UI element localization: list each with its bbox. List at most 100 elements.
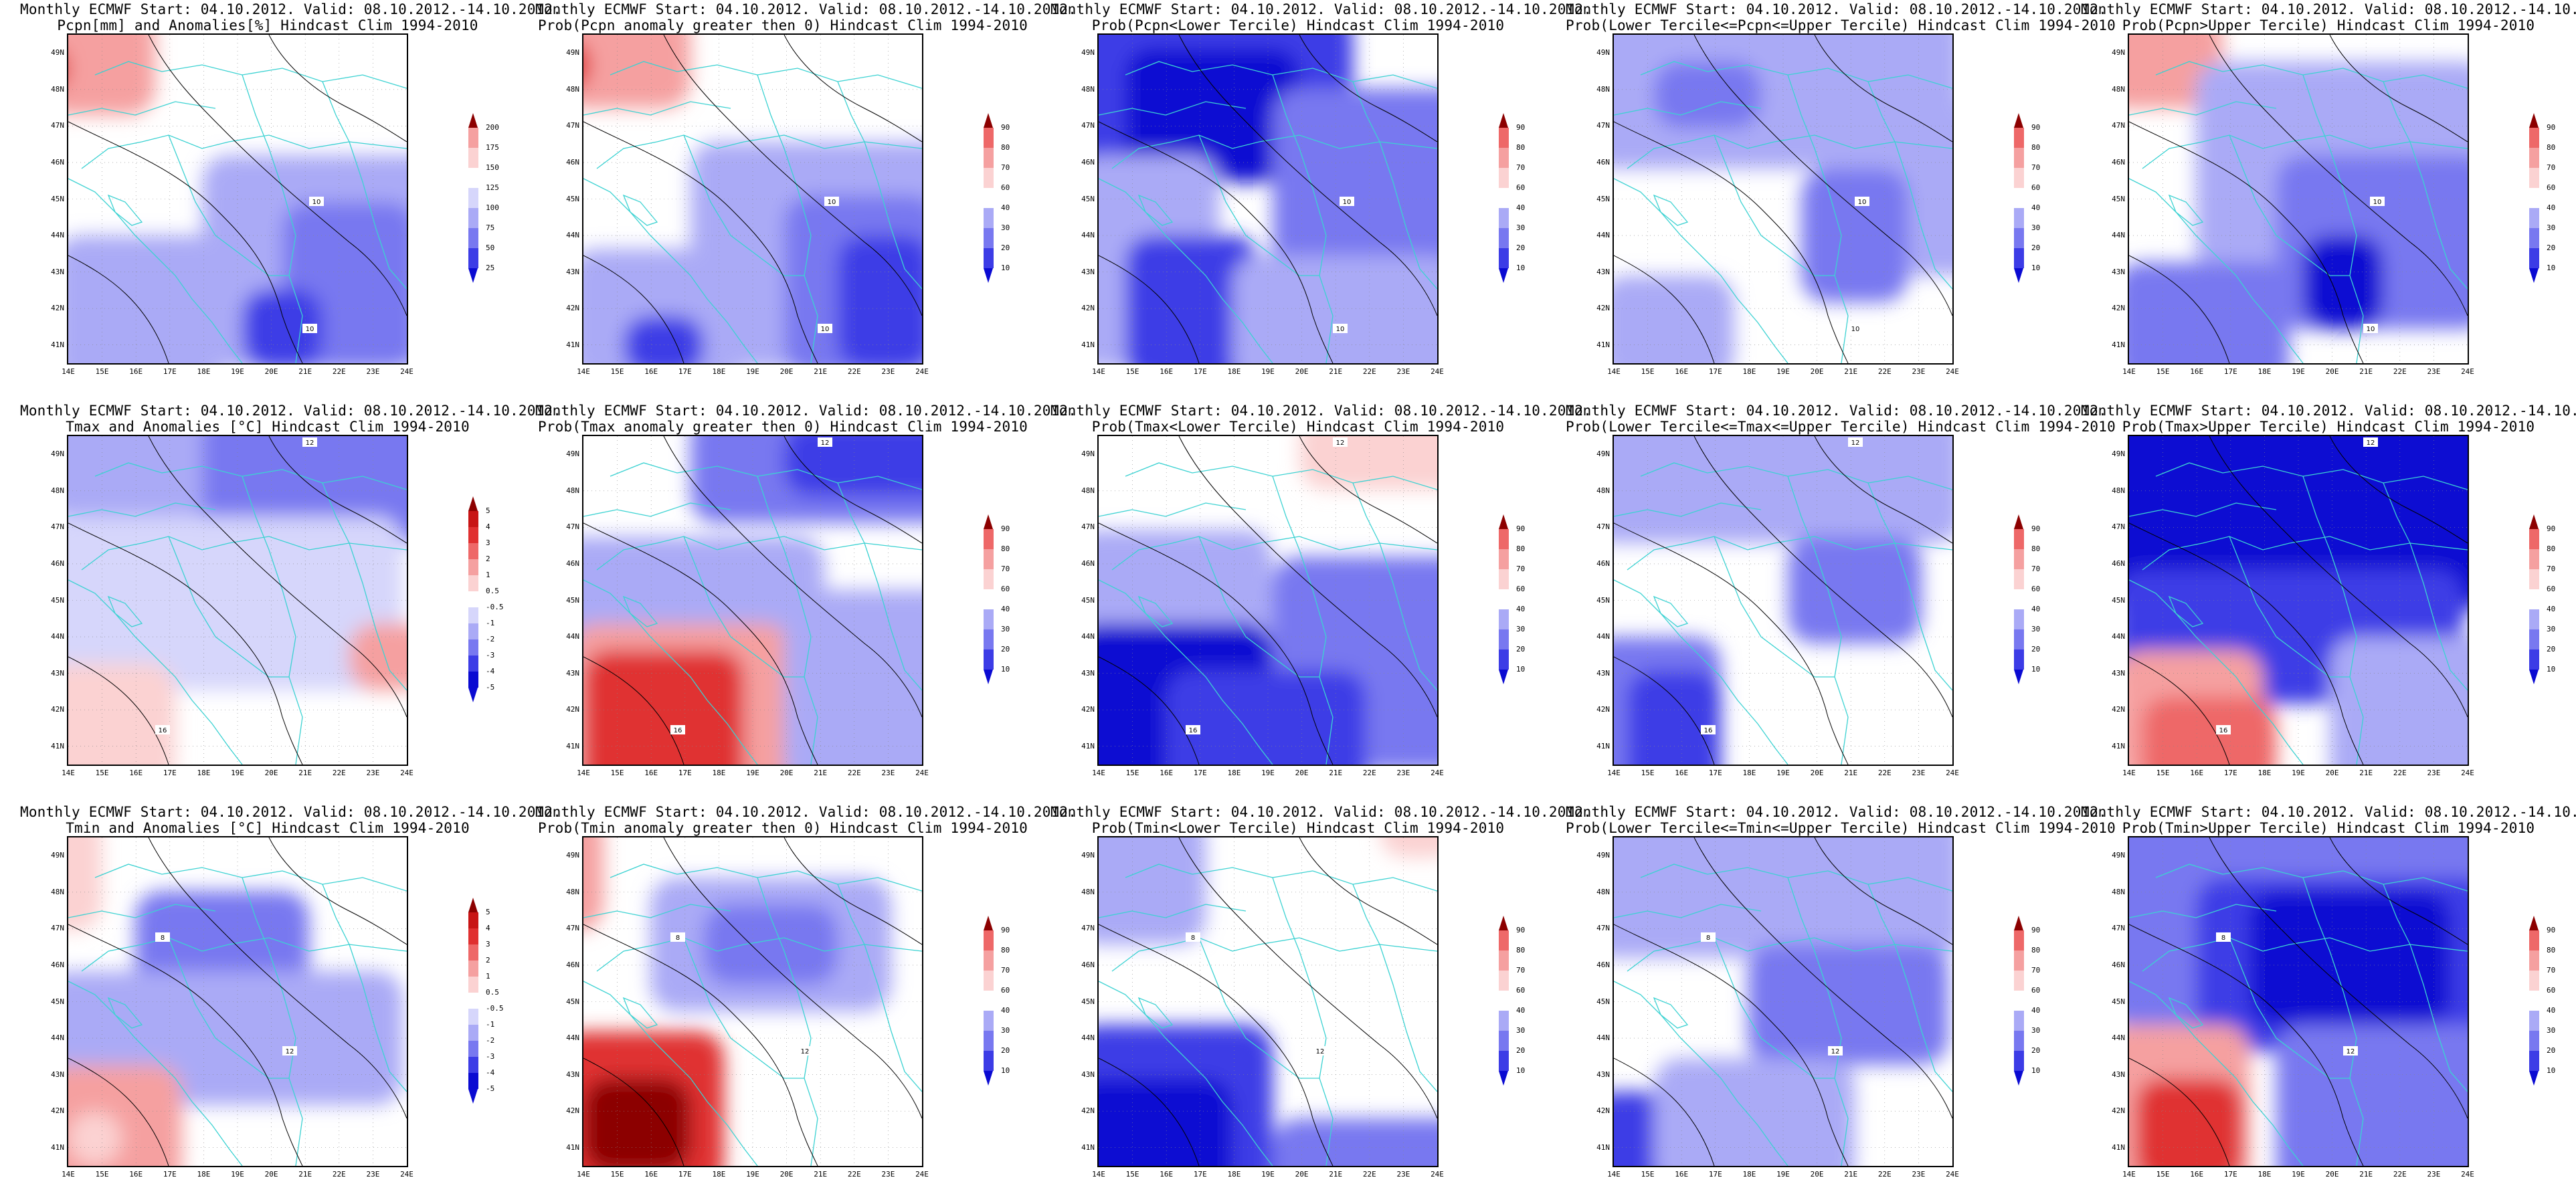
panel-title: Monthly ECMWF Start: 04.10.2012. Valid: …: [535, 403, 1077, 435]
longitude-tick-label: 14E: [577, 769, 590, 777]
map-frame: 10 10: [67, 33, 408, 365]
longitude-tick-label: 23E: [366, 769, 380, 777]
contour-line: [1099, 1058, 1200, 1166]
coastline-border: [596, 937, 922, 972]
colorbar-segment: [1499, 167, 1509, 188]
colorbar-max-arrow: [2014, 514, 2023, 529]
longitude-tick-label: 17E: [1193, 769, 1207, 777]
contour-label: 10: [312, 199, 321, 206]
colorbar-label: 90: [1516, 925, 1526, 934]
colorbar-segment: [2014, 187, 2024, 208]
colorbar: 10 20 30 40 60 70 80 90: [984, 514, 1010, 684]
colorbar-label: 60: [1516, 584, 1526, 593]
shaded-area: [1788, 536, 1922, 643]
longitude-tick-label: 17E: [678, 1170, 692, 1179]
longitude-tick-label: 15E: [95, 1170, 109, 1179]
contour-line: [2329, 436, 2468, 544]
longitude-tick-label: 16E: [2190, 1170, 2204, 1179]
contour-label-box: [1855, 197, 1869, 206]
colorbar-segment: [984, 167, 994, 188]
colorbar-label: 20: [2547, 644, 2556, 654]
panel-title-header: Monthly ECMWF Start: 04.10.2012. Valid: …: [1050, 403, 1592, 419]
panel-title-subtitle: Prob(Pcpn<Lower Tercile) Hindcast Clim 1…: [1091, 17, 1505, 33]
colorbar-label: 60: [1516, 985, 1526, 995]
colorbar-max-arrow: [2529, 112, 2539, 128]
coastline-border: [1714, 134, 1835, 276]
longitude-tick-label: 24E: [1431, 769, 1444, 777]
coastline-border: [1272, 476, 1333, 765]
contour-label-box: [1186, 932, 1200, 942]
coastline-border: [349, 141, 407, 290]
longitude-tick-label: 22E: [332, 769, 346, 777]
colorbar: 10 20 30 40 60 70 80 90: [984, 112, 1010, 283]
colorbar-max-arrow: [984, 915, 993, 930]
map-frame: 8 12: [1097, 836, 1439, 1167]
longitude-tick-label: 20E: [779, 769, 794, 777]
shaded-area: [1654, 62, 1761, 128]
coastline-border: [864, 141, 922, 290]
coastline-border: [2229, 536, 2350, 678]
colorbar-label: 40: [2547, 604, 2556, 613]
latitude-tick-label: 48N: [1596, 84, 1610, 94]
contour-label: 10: [1858, 199, 1867, 206]
coastline-border: [322, 884, 350, 945]
latitude-tick-label: 43N: [51, 668, 64, 678]
colorbar-label: 25: [486, 263, 495, 272]
colorbar-segment: [1499, 207, 1509, 228]
latitude-tick-label: 47N: [51, 121, 64, 130]
longitude-tick-label: 19E: [2292, 1170, 2305, 1179]
longitude-tick-label: 16E: [129, 769, 143, 777]
map-canvas: 12 16: [2129, 436, 2468, 765]
map-panel-pcpn-prob-above-zero: Monthly ECMWF Start: 04.10.2012. Valid: …: [515, 0, 1077, 401]
panel-title-subtitle: Tmin and Anomalies [°C] Hindcast Clim 19…: [66, 820, 470, 836]
panel-title-subtitle: Prob(Tmax>Upper Tercile) Hindcast Clim 1…: [2122, 419, 2535, 435]
panel-title-subtitle: Prob(Tmax anomaly greater then 0) Hindca…: [537, 419, 1028, 435]
map-panel-tmax-prob-lower-tercile: Monthly ECMWF Start: 04.10.2012. Valid: …: [1030, 401, 1592, 803]
shaded-area: [1614, 276, 1734, 363]
latitude-tick-label: 43N: [566, 668, 579, 678]
longitude-tick-label: 15E: [95, 769, 109, 777]
shaded-area: [202, 436, 407, 543]
coastline-border: [1352, 884, 1380, 945]
longitude-tick-label: 22E: [2393, 367, 2407, 376]
longitude-tick-label: 20E: [1810, 367, 1824, 376]
colorbar-label: 10: [1516, 664, 1526, 674]
contour-line: [583, 924, 818, 1166]
longitude-tick-label: 17E: [678, 769, 692, 777]
latitude-tick-label: 43N: [1081, 267, 1095, 276]
latitude-tick-label: 47N: [51, 924, 64, 933]
coastline-border: [2129, 178, 2304, 363]
longitude-tick-label: 22E: [332, 367, 346, 376]
colorbar-segment: [468, 510, 478, 527]
longitude-tick-label: 16E: [644, 1170, 658, 1179]
longitude-tick-label: 21E: [2359, 769, 2373, 777]
longitude-tick-label: 18E: [712, 1170, 726, 1179]
coastline-border: [2168, 595, 2204, 627]
contour-label-box: [1340, 197, 1354, 206]
panel-title: Monthly ECMWF Start: 04.10.2012. Valid: …: [20, 1, 561, 33]
latitude-tick-label: 42N: [1081, 705, 1095, 714]
latitude-tick-label: 44N: [566, 1033, 579, 1043]
colorbar-segment: [468, 655, 478, 672]
colorbar-segment: [2014, 649, 2024, 670]
shaded-area: [1614, 436, 1952, 543]
contour-label-box: [1701, 932, 1716, 942]
latitude-tick-label: 45N: [51, 997, 64, 1006]
colorbar-segment: [2014, 629, 2024, 649]
panel-title: Monthly ECMWF Start: 04.10.2012. Valid: …: [1050, 804, 1592, 836]
coastline-border: [1714, 536, 1835, 678]
colorbar-max-arrow: [1499, 112, 1508, 128]
latitude-tick-label: 46N: [51, 960, 64, 969]
contour-line: [2209, 436, 2468, 718]
latitude-tick-label: 48N: [2112, 84, 2125, 94]
colorbar-label: 90: [1001, 524, 1010, 533]
latitude-tick-label: 45N: [566, 595, 579, 605]
colorbar-label: 30: [2547, 223, 2556, 232]
contour-label-box: [302, 437, 317, 447]
colorbar-segment: [468, 1024, 478, 1041]
colorbar-label: 80: [2547, 544, 2556, 553]
colorbar-segment: [1499, 970, 1509, 991]
colorbar-segment: [468, 944, 478, 961]
longitude-tick-label: 15E: [1641, 1170, 1655, 1179]
colorbar-segment: [2529, 589, 2539, 609]
